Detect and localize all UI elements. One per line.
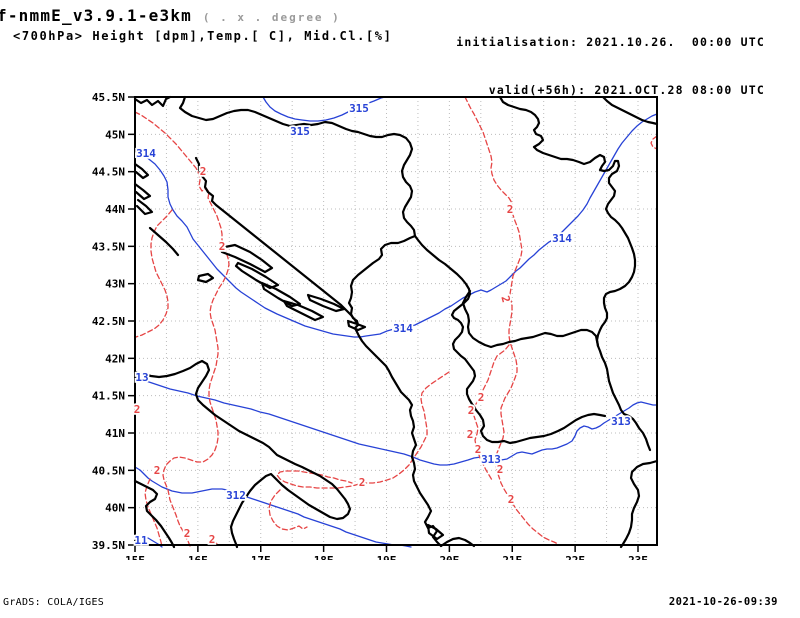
coastline-line [306, 293, 346, 313]
temperature-contour-line [473, 344, 510, 481]
coastline-line [133, 182, 152, 201]
height-contour-label: 312 [226, 489, 246, 502]
temperature-contour-line [276, 371, 450, 489]
temp-contour-label: 2 [359, 476, 366, 489]
y-axis-tick-label: 42.5N [92, 315, 125, 328]
coastline-line [194, 156, 360, 327]
coastline-line [426, 523, 445, 541]
temp-contour-label: 2 [200, 165, 207, 178]
y-axis-tick-label: 44.5N [92, 166, 125, 179]
height-contour-label: 11 [134, 534, 148, 547]
grads-credit: GrADS: COLA/IGES [3, 597, 105, 608]
temperature-contour-line [464, 96, 559, 545]
model-title: f-nmmE_v3.9.1-e3km [0, 6, 192, 25]
coastline-line [234, 261, 280, 290]
coastline-line [439, 536, 476, 548]
temp-contour-label: 2 [184, 527, 191, 540]
temp-contour-label: 2 [507, 203, 514, 216]
temp-contour-label: 2 [498, 294, 512, 304]
axes: 45.5N 45N 44.5N 44N 43.5N 43N 42.5N 42N 41.5N 41N… [92, 91, 648, 560]
coastline-line [148, 226, 180, 257]
x-axis-tick-label: 18E [314, 554, 334, 560]
coastline-line [218, 243, 274, 274]
height-contour-label: 314 [393, 322, 413, 335]
model-subtitle: ( . x . degree ) [202, 11, 341, 24]
y-axis-tick-label: 40N [105, 502, 125, 515]
x-axis-tick-label: 16E [188, 554, 208, 560]
y-axis-tick-label: 39.5N [92, 539, 125, 552]
height-contour-label: 315 [349, 102, 369, 115]
temp-contour-label: 2 [219, 240, 226, 253]
coastline-line [178, 95, 417, 238]
height-contour-line [134, 376, 658, 466]
temp-contour-label: 2 [467, 428, 474, 441]
y-axis-tick-label: 42N [105, 352, 125, 365]
coastline-line [601, 95, 659, 126]
temp-contour-label: 2 [475, 443, 482, 456]
x-axis-tick-label: 20E [439, 554, 459, 560]
x-axis-tick-label: 22E [565, 554, 585, 560]
x-axis-tick-label: 19E [377, 554, 397, 560]
coastline-line [135, 198, 154, 216]
coastline-line [196, 272, 215, 284]
y-axis-tick-label: 44N [105, 203, 125, 216]
grid-lines [135, 97, 657, 545]
x-axis-tick-label: 15E [125, 554, 145, 560]
initialisation-time: initialisation: 2021.10.26. 00:00 UTC [456, 35, 765, 49]
height-contour-line [134, 466, 412, 548]
coastline-line [133, 95, 172, 108]
coastline-line [347, 234, 417, 338]
temperature-contour-line [268, 489, 308, 531]
height-contour-label: 313 [611, 415, 631, 428]
plot-timestamp: 2021-10-26-09:39 [668, 596, 778, 608]
x-axis-tick-label: 23E [628, 554, 648, 560]
coastline-line [619, 459, 659, 549]
height-contour-label: 13 [135, 371, 148, 384]
coastline-line [357, 334, 443, 548]
run-info-block: initialisation: 2021.10.26. 00:00 UTC va… [456, 7, 765, 131]
contour-labels: 3153153143143141331331331211222222222222… [132, 100, 633, 549]
y-axis-tick-label: 41.5N [92, 390, 125, 403]
height-contour-line [134, 113, 658, 338]
coastline-line [346, 319, 367, 332]
coastline-line [133, 359, 352, 549]
model-title-line: f-nmmE_v3.9.1-e3km ( . x . degree ) [0, 6, 341, 25]
y-axis-tick-label: 43.5N [92, 240, 125, 253]
x-axis-tick-label: 17E [251, 554, 271, 560]
height-contour-label: 313 [481, 453, 501, 466]
field-title: <700hPa> Height [dpm],Temp.[ C], Mid.Cl.… [13, 29, 393, 43]
coastline-line [260, 281, 302, 308]
coastline-line [461, 289, 652, 452]
temp-contour-label: 2 [209, 533, 216, 546]
temp-contour-label: 2 [468, 404, 475, 417]
y-axis-tick-label: 43N [105, 278, 125, 291]
height-contour-label: 314 [136, 147, 156, 160]
y-axis-tick-label: 45N [105, 128, 125, 141]
y-axis-tick-label: 40.5N [92, 464, 125, 477]
coastline-line [498, 95, 637, 348]
coastline [133, 95, 659, 549]
height-contour-line [262, 96, 386, 122]
height-contour [134, 96, 658, 548]
valid-time: valid(+56h): 2021.OCT.28 08:00 UTC [488, 83, 765, 97]
temp-contour-label: 2 [134, 403, 141, 416]
contour-map-canvas: 45.5N 45N 44.5N 44N 43.5N 43N 42.5N 42N 41.5N 41N… [92, 91, 659, 560]
coastline-line [282, 299, 325, 322]
y-axis-tick-label: 45.5N [92, 91, 125, 104]
coastline-line [133, 162, 150, 180]
temp-contour-label: 2 [154, 464, 161, 477]
temperature-contour-line [134, 111, 230, 547]
coastline-line [413, 234, 607, 445]
y-axis-tick-label: 41N [105, 427, 125, 440]
temp-contour-label: 2 [478, 391, 485, 404]
x-axis-tick-label: 21E [502, 554, 522, 560]
coastline-line [133, 479, 176, 549]
height-contour-label: 315 [290, 125, 310, 138]
temperature-contour-line [650, 135, 658, 150]
height-contour-label: 314 [552, 232, 572, 245]
temp-contour-label: 2 [497, 463, 504, 476]
temp-contour-label: 2 [508, 493, 515, 506]
